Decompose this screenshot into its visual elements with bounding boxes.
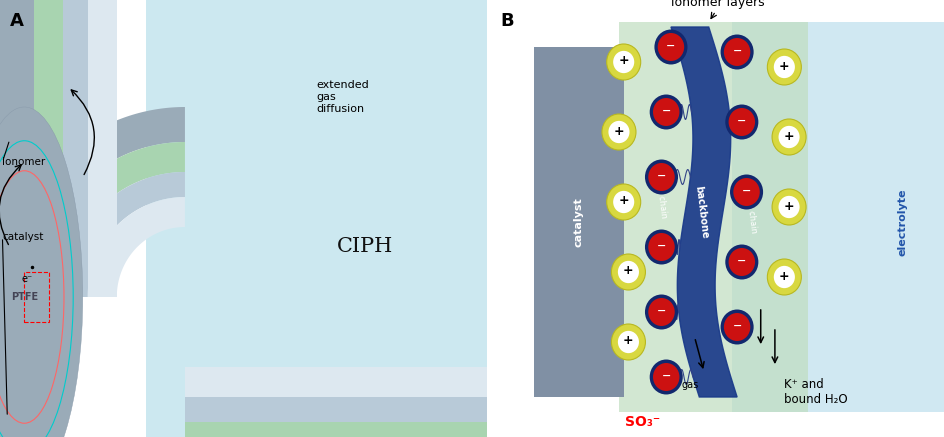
Circle shape	[606, 44, 640, 80]
Circle shape	[606, 184, 640, 220]
Circle shape	[649, 360, 682, 395]
Text: ionomer: ionomer	[3, 157, 45, 167]
Circle shape	[601, 114, 635, 150]
Text: −: −	[732, 321, 741, 331]
Ellipse shape	[0, 197, 55, 397]
Bar	[618, 22, 807, 412]
Circle shape	[728, 248, 754, 276]
Circle shape	[644, 229, 678, 264]
Text: backbone: backbone	[693, 185, 709, 239]
Ellipse shape	[3, 227, 46, 367]
Circle shape	[648, 298, 674, 326]
Circle shape	[617, 331, 638, 353]
Circle shape	[613, 191, 633, 213]
Text: catalyst: catalyst	[3, 232, 43, 242]
Text: B: B	[500, 12, 514, 30]
Polygon shape	[88, 197, 185, 297]
Polygon shape	[63, 172, 185, 297]
Circle shape	[648, 163, 674, 191]
Circle shape	[719, 35, 753, 69]
Bar	[25, 272, 49, 322]
Text: −: −	[656, 171, 666, 181]
Circle shape	[648, 233, 674, 261]
Circle shape	[778, 196, 799, 218]
Circle shape	[733, 178, 759, 206]
Text: K⁺ and
bound H₂O: K⁺ and bound H₂O	[784, 378, 847, 406]
Text: ionomer layers: ionomer layers	[670, 0, 765, 10]
Circle shape	[617, 261, 638, 283]
Polygon shape	[670, 27, 736, 397]
Circle shape	[767, 259, 801, 295]
Text: −: −	[741, 186, 750, 196]
Polygon shape	[185, 397, 511, 422]
Circle shape	[771, 189, 805, 225]
Circle shape	[652, 363, 679, 391]
Ellipse shape	[0, 142, 72, 437]
Polygon shape	[145, 0, 486, 437]
Circle shape	[728, 108, 754, 136]
Text: +: +	[783, 200, 794, 212]
Text: +: +	[778, 270, 789, 282]
Circle shape	[611, 254, 645, 290]
Circle shape	[771, 119, 805, 155]
Circle shape	[613, 51, 633, 73]
Text: +: +	[783, 129, 794, 142]
Polygon shape	[185, 367, 511, 397]
Circle shape	[653, 30, 687, 65]
Circle shape	[725, 104, 757, 139]
Text: −: −	[661, 106, 670, 116]
Circle shape	[644, 295, 678, 329]
Text: CIPH: CIPH	[336, 237, 393, 257]
Text: −: −	[736, 116, 746, 126]
Ellipse shape	[0, 107, 83, 437]
Polygon shape	[0, 107, 185, 297]
Circle shape	[773, 56, 794, 78]
Text: e⁻: e⁻	[21, 274, 32, 284]
Text: −: −	[661, 371, 670, 381]
Text: +: +	[622, 334, 633, 347]
Ellipse shape	[0, 172, 62, 422]
Text: extended
gas
diffusion: extended gas diffusion	[316, 80, 369, 114]
Circle shape	[611, 324, 645, 360]
Circle shape	[649, 94, 682, 129]
Text: PTFE: PTFE	[10, 292, 38, 302]
Text: +: +	[622, 264, 633, 277]
Circle shape	[652, 98, 679, 126]
Text: +: +	[778, 59, 789, 73]
Polygon shape	[63, 0, 88, 297]
Text: −: −	[732, 46, 741, 56]
Circle shape	[773, 266, 794, 288]
Text: −: −	[736, 256, 746, 266]
Text: +: +	[617, 194, 629, 208]
Text: gas: gas	[681, 379, 698, 389]
Polygon shape	[0, 0, 34, 297]
Text: −: −	[666, 41, 675, 51]
Circle shape	[719, 309, 753, 344]
Bar	[732, 22, 944, 412]
Polygon shape	[34, 0, 63, 297]
Text: catalyst: catalyst	[573, 197, 583, 247]
Bar	[533, 47, 623, 397]
Text: −: −	[656, 306, 666, 316]
Circle shape	[608, 121, 629, 143]
Circle shape	[723, 38, 750, 66]
Circle shape	[723, 313, 750, 341]
Text: electrolyte: electrolyte	[897, 188, 906, 256]
Circle shape	[729, 174, 763, 209]
Text: +: +	[617, 55, 629, 67]
Polygon shape	[185, 422, 511, 437]
Circle shape	[657, 33, 683, 61]
Polygon shape	[34, 142, 185, 297]
Circle shape	[767, 49, 801, 85]
Text: −: −	[656, 241, 666, 251]
Circle shape	[778, 126, 799, 148]
Text: side chain: side chain	[654, 175, 667, 219]
Circle shape	[725, 244, 757, 280]
Circle shape	[644, 160, 678, 194]
Text: A: A	[9, 12, 24, 30]
Text: side chain: side chain	[744, 190, 757, 234]
Text: +: +	[613, 125, 624, 138]
Polygon shape	[88, 0, 117, 297]
Text: SO₃⁻: SO₃⁻	[624, 415, 660, 429]
